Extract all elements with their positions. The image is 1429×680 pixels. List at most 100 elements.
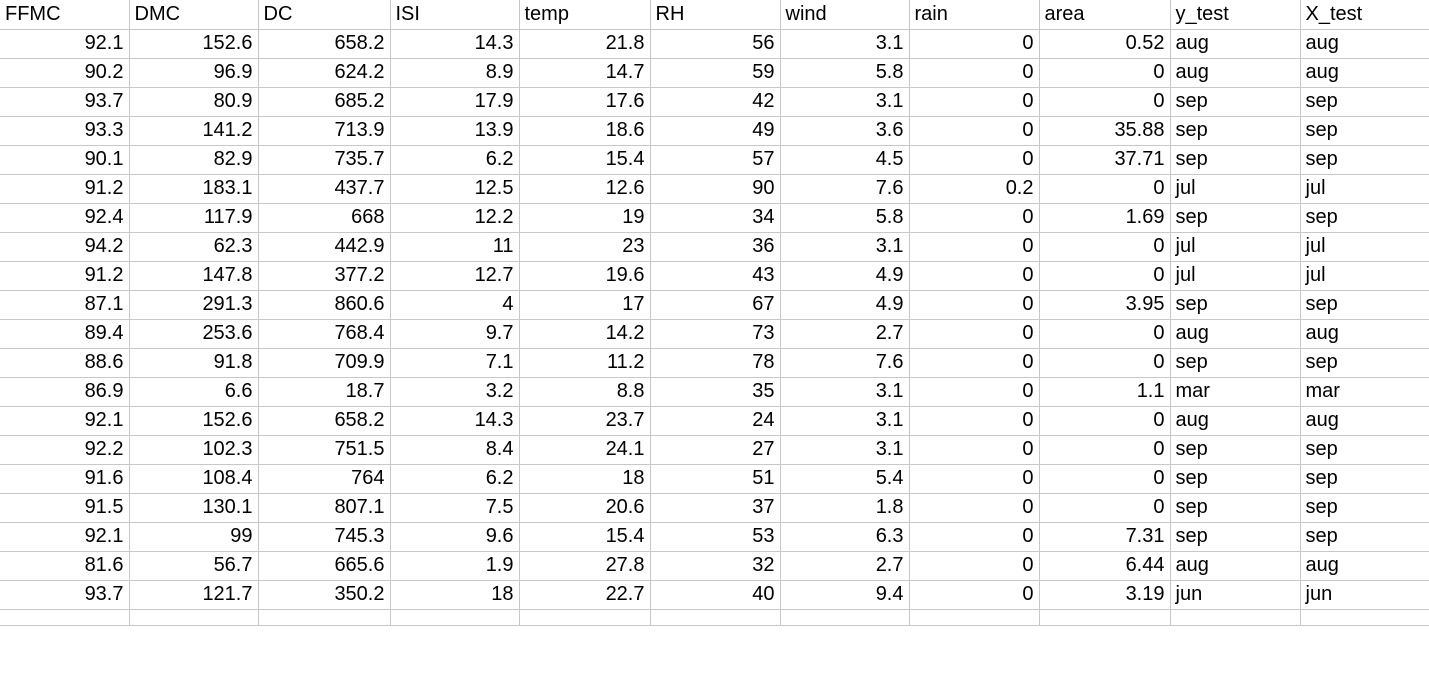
cell-wind[interactable]: 9.4	[779, 579, 910, 610]
cell-rain[interactable]: 0	[908, 28, 1040, 59]
cell-wind[interactable]: 6.3	[779, 521, 910, 552]
cell-rain[interactable]: 0	[908, 492, 1040, 523]
cell-dmc[interactable]: 152.6	[128, 405, 259, 436]
cell-ffmc[interactable]: 91.6	[0, 463, 130, 494]
cell-wind[interactable]: 3.1	[779, 231, 910, 262]
column-header-rh[interactable]: RH	[649, 0, 781, 30]
cell-ffmc[interactable]: 89.4	[0, 318, 130, 349]
cell-rh[interactable]: 32	[649, 550, 781, 581]
cell-wind[interactable]: 3.1	[779, 434, 910, 465]
empty-cell[interactable]	[1169, 608, 1301, 626]
cell-wind[interactable]: 7.6	[779, 347, 910, 378]
cell-temp[interactable]: 18	[518, 463, 651, 494]
cell-area[interactable]: 0	[1038, 318, 1171, 349]
cell-wind[interactable]: 2.7	[779, 318, 910, 349]
cell-rain[interactable]: 0.2	[908, 173, 1040, 204]
cell-rh[interactable]: 35	[649, 376, 781, 407]
cell-dmc[interactable]: 108.4	[128, 463, 259, 494]
cell-dc[interactable]: 709.9	[257, 347, 391, 378]
cell-temp[interactable]: 21.8	[518, 28, 651, 59]
cell-temp[interactable]: 14.2	[518, 318, 651, 349]
cell-wind[interactable]: 5.8	[779, 202, 910, 233]
cell-rain[interactable]: 0	[908, 318, 1040, 349]
column-header-temp[interactable]: temp	[518, 0, 651, 30]
cell-y-test[interactable]: sep	[1169, 521, 1301, 552]
cell-wind[interactable]: 2.7	[779, 550, 910, 581]
cell-y-test[interactable]: jul	[1169, 231, 1301, 262]
cell-dc[interactable]: 764	[257, 463, 391, 494]
cell-y-test[interactable]: sep	[1169, 144, 1301, 175]
column-header-rain[interactable]: rain	[908, 0, 1040, 30]
cell-isi[interactable]: 8.9	[389, 57, 520, 88]
cell-temp[interactable]: 19	[518, 202, 651, 233]
cell-area[interactable]: 0	[1038, 434, 1171, 465]
cell-dc[interactable]: 768.4	[257, 318, 391, 349]
cell-rain[interactable]: 0	[908, 144, 1040, 175]
cell-dmc[interactable]: 253.6	[128, 318, 259, 349]
cell-dmc[interactable]: 291.3	[128, 289, 259, 320]
cell-dmc[interactable]: 130.1	[128, 492, 259, 523]
cell-dc[interactable]: 658.2	[257, 405, 391, 436]
cell-dc[interactable]: 18.7	[257, 376, 391, 407]
cell-area[interactable]: 0	[1038, 260, 1171, 291]
cell-wind[interactable]: 5.4	[779, 463, 910, 494]
cell-dmc[interactable]: 121.7	[128, 579, 259, 610]
empty-cell[interactable]	[649, 608, 781, 626]
cell-ffmc[interactable]: 91.2	[0, 173, 130, 204]
cell-wind[interactable]: 3.1	[779, 28, 910, 59]
cell-temp[interactable]: 24.1	[518, 434, 651, 465]
cell-dmc[interactable]: 99	[128, 521, 259, 552]
cell-temp[interactable]: 14.7	[518, 57, 651, 88]
cell-temp[interactable]: 8.8	[518, 376, 651, 407]
cell-wind[interactable]: 1.8	[779, 492, 910, 523]
cell-rain[interactable]: 0	[908, 115, 1040, 146]
cell-dc[interactable]: 713.9	[257, 115, 391, 146]
column-header-isi[interactable]: ISI	[389, 0, 520, 30]
cell-rh[interactable]: 49	[649, 115, 781, 146]
cell-isi[interactable]: 13.9	[389, 115, 520, 146]
cell-wind[interactable]: 4.5	[779, 144, 910, 175]
cell-area[interactable]: 1.1	[1038, 376, 1171, 407]
cell-area[interactable]: 6.44	[1038, 550, 1171, 581]
cell-isi[interactable]: 6.2	[389, 144, 520, 175]
cell-y-test[interactable]: sep	[1169, 463, 1301, 494]
cell-rh[interactable]: 42	[649, 86, 781, 117]
cell-y-test[interactable]: aug	[1169, 28, 1301, 59]
cell-temp[interactable]: 18.6	[518, 115, 651, 146]
cell-y-test[interactable]: mar	[1169, 376, 1301, 407]
cell-area[interactable]: 0	[1038, 463, 1171, 494]
cell-isi[interactable]: 4	[389, 289, 520, 320]
cell-ffmc[interactable]: 92.1	[0, 405, 130, 436]
cell-rain[interactable]: 0	[908, 347, 1040, 378]
cell-x-test[interactable]: aug	[1299, 57, 1429, 88]
cell-ffmc[interactable]: 81.6	[0, 550, 130, 581]
cell-ffmc[interactable]: 91.5	[0, 492, 130, 523]
cell-y-test[interactable]: sep	[1169, 289, 1301, 320]
cell-y-test[interactable]: sep	[1169, 202, 1301, 233]
empty-cell[interactable]	[1038, 608, 1171, 626]
cell-ffmc[interactable]: 86.9	[0, 376, 130, 407]
cell-x-test[interactable]: aug	[1299, 405, 1429, 436]
empty-cell[interactable]	[779, 608, 910, 626]
cell-wind[interactable]: 3.1	[779, 405, 910, 436]
cell-isi[interactable]: 12.5	[389, 173, 520, 204]
cell-temp[interactable]: 15.4	[518, 521, 651, 552]
column-header-dc[interactable]: DC	[257, 0, 391, 30]
cell-area[interactable]: 3.95	[1038, 289, 1171, 320]
cell-x-test[interactable]: sep	[1299, 434, 1429, 465]
cell-ffmc[interactable]: 88.6	[0, 347, 130, 378]
cell-rain[interactable]: 0	[908, 86, 1040, 117]
column-header-ffmc[interactable]: FFMC	[0, 0, 130, 30]
cell-area[interactable]: 0	[1038, 57, 1171, 88]
cell-wind[interactable]: 7.6	[779, 173, 910, 204]
cell-ffmc[interactable]: 87.1	[0, 289, 130, 320]
cell-temp[interactable]: 17	[518, 289, 651, 320]
cell-y-test[interactable]: aug	[1169, 318, 1301, 349]
cell-x-test[interactable]: sep	[1299, 202, 1429, 233]
cell-rh[interactable]: 36	[649, 231, 781, 262]
empty-cell[interactable]	[389, 608, 520, 626]
empty-cell[interactable]	[0, 608, 130, 626]
cell-x-test[interactable]: jul	[1299, 260, 1429, 291]
cell-area[interactable]: 0	[1038, 173, 1171, 204]
cell-area[interactable]: 0	[1038, 347, 1171, 378]
